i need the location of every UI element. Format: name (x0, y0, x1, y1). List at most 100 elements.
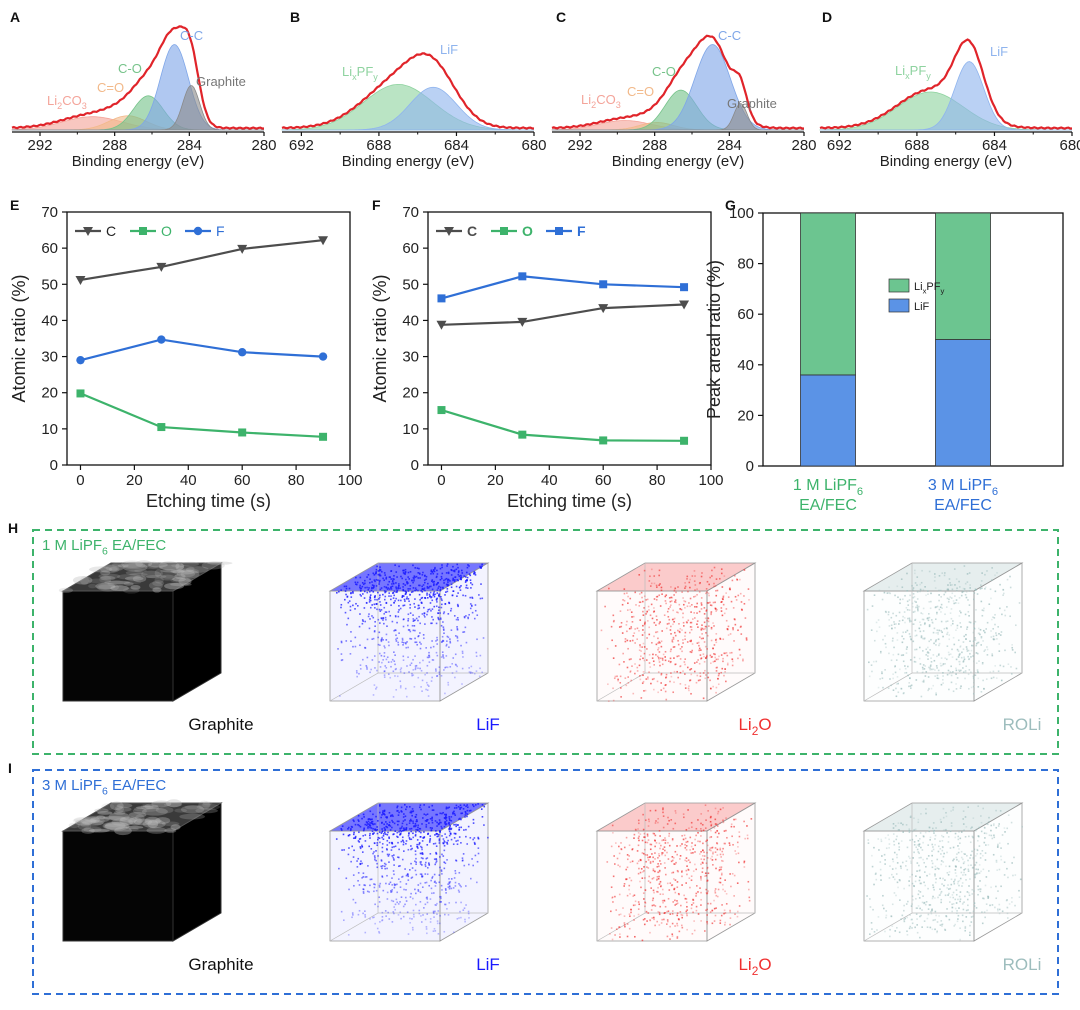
speckle (433, 580, 436, 583)
speckle (656, 619, 658, 621)
speckle (950, 883, 953, 886)
speckle (973, 681, 975, 684)
speckle (701, 633, 703, 635)
speckle (428, 884, 431, 887)
speckle (435, 861, 437, 864)
speckle (673, 631, 676, 634)
speckle (909, 659, 912, 661)
speckle (637, 819, 640, 822)
speckle (701, 624, 703, 626)
speckle (369, 606, 372, 609)
speckle (453, 810, 455, 813)
speckle (415, 857, 417, 860)
speckle (643, 595, 646, 598)
speckle (934, 868, 937, 871)
speckle (657, 691, 659, 694)
graphite-texture (119, 816, 138, 823)
speckle (418, 842, 421, 844)
speckle (470, 604, 473, 607)
speckle (368, 587, 370, 589)
speckle (882, 686, 884, 689)
speckle (916, 924, 918, 926)
cube-li2o (595, 562, 757, 702)
text-part: Li (738, 715, 751, 734)
speckle (371, 586, 373, 589)
y-tick-label: 50 (41, 276, 58, 293)
speckle (436, 643, 438, 645)
speckle (361, 851, 364, 853)
speckle (938, 644, 940, 647)
speckle (357, 604, 359, 607)
speckle (935, 665, 938, 667)
graphite-texture (102, 816, 126, 820)
speckle (442, 640, 445, 642)
speckle (899, 899, 901, 901)
speckle (448, 887, 451, 890)
speckle (354, 645, 357, 648)
speckle (429, 918, 432, 920)
speckle (702, 697, 705, 700)
speckle (426, 610, 429, 613)
speckle (378, 661, 380, 663)
speckle (649, 856, 651, 858)
speckle (969, 912, 971, 914)
speckle (932, 631, 935, 634)
speckle (995, 861, 998, 863)
speckle (968, 572, 971, 574)
speckle (921, 849, 924, 851)
speckle (909, 857, 911, 860)
speckle (412, 614, 414, 616)
speckle (454, 870, 457, 872)
speckle (696, 661, 698, 663)
speckle (373, 890, 375, 893)
speckle (908, 880, 910, 882)
speckle (873, 639, 876, 642)
x-tick-label: 280 (791, 137, 816, 154)
speckle (939, 924, 942, 926)
speckle (894, 930, 897, 932)
speckle (692, 898, 694, 901)
speckle (632, 692, 635, 695)
speckle (371, 587, 373, 590)
speckle (690, 879, 693, 882)
speckle (943, 627, 946, 630)
peak-label-Graphite: Graphite (196, 74, 246, 89)
speckle (465, 586, 467, 589)
graphite-texture (202, 800, 213, 806)
speckle (964, 613, 967, 616)
x-tick-label: 60 (595, 472, 612, 489)
speckle (982, 897, 984, 900)
speckle (393, 601, 395, 604)
speckle (927, 658, 929, 660)
speckle (990, 886, 992, 889)
speckle (658, 875, 660, 878)
speckle (424, 574, 426, 577)
speckle (646, 610, 649, 613)
speckle (375, 603, 378, 605)
speckle (449, 833, 452, 835)
speckle (983, 911, 986, 914)
speckle (937, 868, 940, 870)
speckle (1006, 899, 1008, 901)
speckle (892, 827, 895, 829)
speckle (738, 905, 741, 907)
speckle (402, 583, 405, 585)
speckle (951, 588, 954, 591)
speckle (436, 575, 438, 578)
speckle (991, 837, 994, 840)
speckle (684, 635, 686, 637)
speckle (697, 819, 699, 821)
speckle (716, 666, 718, 669)
speckle (419, 882, 422, 885)
speckle (724, 890, 726, 893)
speckle (939, 894, 941, 896)
speckle (436, 821, 438, 824)
speckle (380, 639, 383, 641)
speckle (918, 852, 920, 855)
speckle (419, 827, 422, 830)
speckle (723, 674, 725, 677)
speckle (413, 686, 416, 688)
speckle (653, 891, 655, 894)
graphite-texture (152, 580, 164, 587)
speckle (962, 920, 964, 923)
